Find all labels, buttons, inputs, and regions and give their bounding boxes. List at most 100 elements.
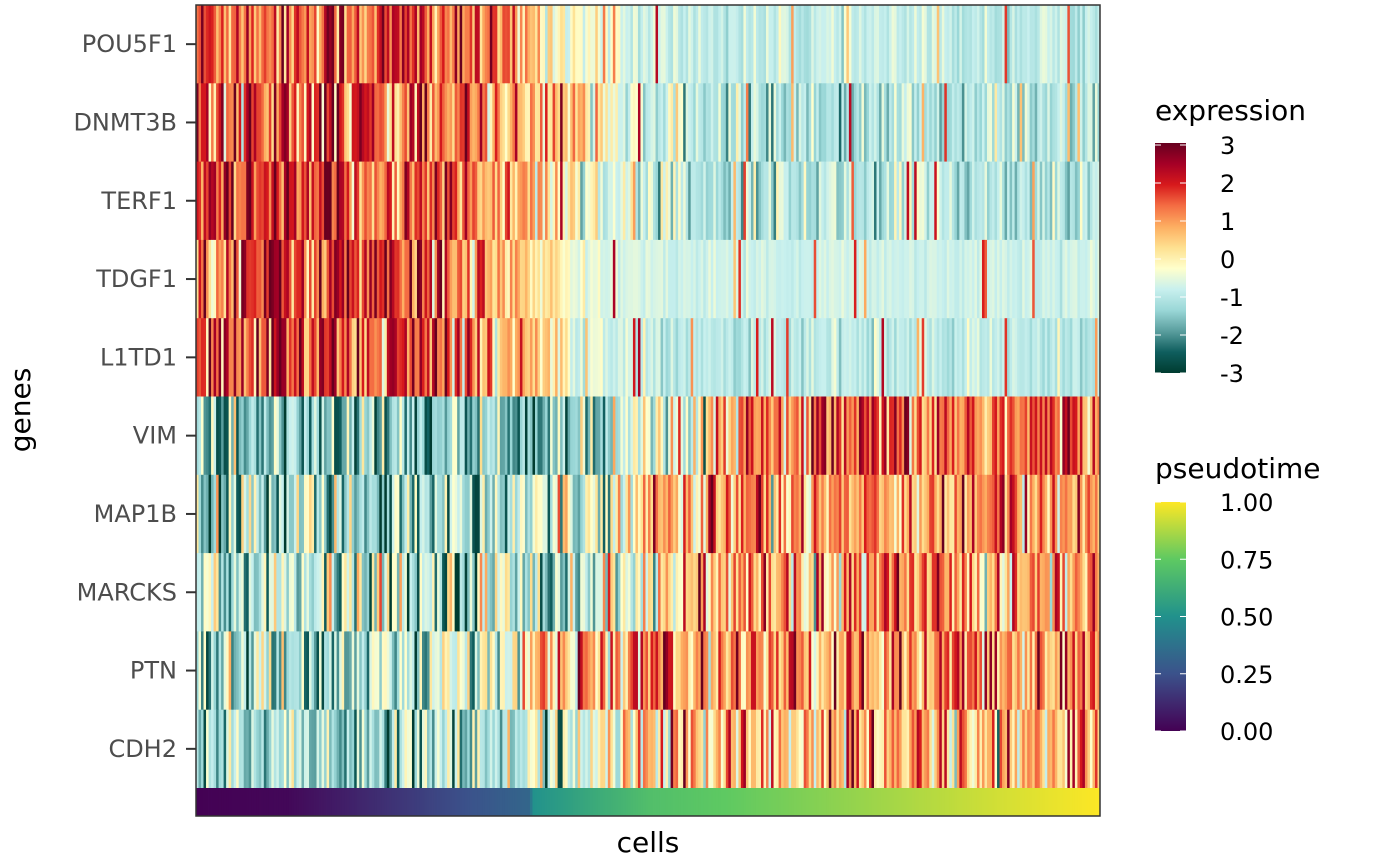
pseudotime-cell [675, 788, 679, 816]
heatmap-cell [806, 396, 810, 476]
heatmap-cell [868, 709, 872, 789]
heatmap-cell [369, 709, 373, 789]
heatmap-cell [550, 239, 553, 319]
heatmap-cell [821, 709, 825, 789]
heatmap-cell [575, 83, 579, 162]
heatmap-cell [432, 83, 435, 162]
heatmap-cell [1012, 161, 1016, 241]
pseudotime-cell [414, 788, 418, 816]
heatmap-cell [1007, 396, 1010, 476]
heatmap-cell [432, 161, 435, 241]
heatmap-cell [258, 239, 262, 319]
heatmap-cell [276, 709, 280, 789]
heatmap-cell [796, 474, 800, 554]
heatmap-cell [648, 5, 651, 84]
heatmap-cell [489, 318, 493, 397]
heatmap-cell [447, 161, 451, 241]
heatmap-cell [374, 83, 378, 162]
heatmap-cell [728, 553, 732, 632]
heatmap-cell [720, 396, 724, 476]
heatmap-cell [499, 631, 503, 711]
heatmap-cell [575, 318, 579, 397]
heatmap-cell [768, 5, 772, 84]
heatmap-cell [1042, 709, 1046, 789]
heatmap-cell [941, 474, 945, 554]
pseudotime-cell [670, 788, 674, 816]
heatmap-cell [663, 83, 666, 162]
heatmap-cell [296, 709, 300, 789]
heatmap-cell [761, 631, 764, 711]
heatmap-cell [256, 631, 260, 711]
heatmap-cell [1004, 631, 1008, 711]
heatmap-cell [509, 83, 513, 162]
heatmap-cell [999, 239, 1003, 319]
pseudotime-cell [404, 788, 408, 816]
heatmap-cell [673, 709, 677, 789]
heatmap-cell [1037, 83, 1041, 162]
heatmap-cell [745, 5, 749, 84]
pseudotime-cell [477, 788, 481, 816]
heatmap-cell [871, 396, 875, 476]
heatmap-cell [971, 318, 975, 397]
heatmap-cell [298, 239, 302, 319]
heatmap-cell [529, 83, 533, 162]
heatmap-cell [298, 161, 302, 241]
heatmap-cell [522, 239, 526, 319]
heatmap-cell [585, 83, 589, 162]
heatmap-cell [487, 709, 491, 789]
heatmap-cell [708, 161, 712, 241]
heatmap-cell [678, 83, 682, 162]
heatmap-cell [590, 318, 594, 397]
pseudotime-cell [223, 788, 227, 816]
pseudotime-cell [502, 788, 506, 816]
pseudotime-cell [806, 788, 810, 816]
heatmap-cell [253, 239, 257, 319]
heatmap-cell [535, 161, 538, 241]
heatmap-cell [783, 83, 787, 162]
heatmap-cell [306, 553, 310, 632]
heatmap-cell [276, 5, 280, 84]
heatmap-cell [1007, 709, 1010, 789]
heatmap-cell [411, 631, 415, 711]
heatmap-cell [653, 239, 656, 319]
pseudotime-cell [459, 788, 463, 816]
heatmap-cell [936, 631, 940, 711]
pseudotime-cell [1087, 788, 1091, 816]
legend-tick-label: 2 [1220, 170, 1235, 198]
heatmap-cell [683, 318, 687, 397]
heatmap-cell [246, 474, 250, 554]
heatmap-cell [514, 5, 518, 84]
heatmap-cell [406, 239, 410, 319]
heatmap-cell [1049, 5, 1053, 84]
heatmap-cell [961, 239, 965, 319]
heatmap-cell [997, 474, 1000, 554]
heatmap-cell [861, 239, 865, 319]
heatmap-cell [745, 553, 749, 632]
heatmap-cell [411, 161, 415, 241]
heatmap-cell [994, 239, 998, 319]
heatmap-cell [369, 239, 373, 319]
heatmap-cell [796, 709, 800, 789]
heatmap-cell [414, 5, 418, 84]
heatmap-cell [786, 83, 790, 162]
heatmap-cell [745, 83, 749, 162]
heatmap-cell [331, 318, 335, 397]
heatmap-cell [725, 318, 729, 397]
heatmap-cell [293, 83, 297, 162]
heatmap-cell [1057, 318, 1061, 397]
heatmap-cell [693, 709, 697, 789]
heatmap-cell [454, 553, 458, 632]
heatmap-cell [610, 396, 614, 476]
heatmap-cell [818, 709, 822, 789]
heatmap-cell [203, 396, 207, 476]
heatmap-cell [256, 318, 260, 397]
heatmap-cell [768, 631, 772, 711]
heatmap-cell [665, 709, 669, 789]
heatmap-cell [560, 553, 564, 632]
heatmap-cell [627, 631, 631, 711]
heatmap-cell [1067, 709, 1071, 789]
heatmap-cell [241, 553, 245, 632]
heatmap-cell [379, 631, 383, 711]
heatmap-cell [238, 83, 242, 162]
heatmap-cell [675, 474, 679, 554]
